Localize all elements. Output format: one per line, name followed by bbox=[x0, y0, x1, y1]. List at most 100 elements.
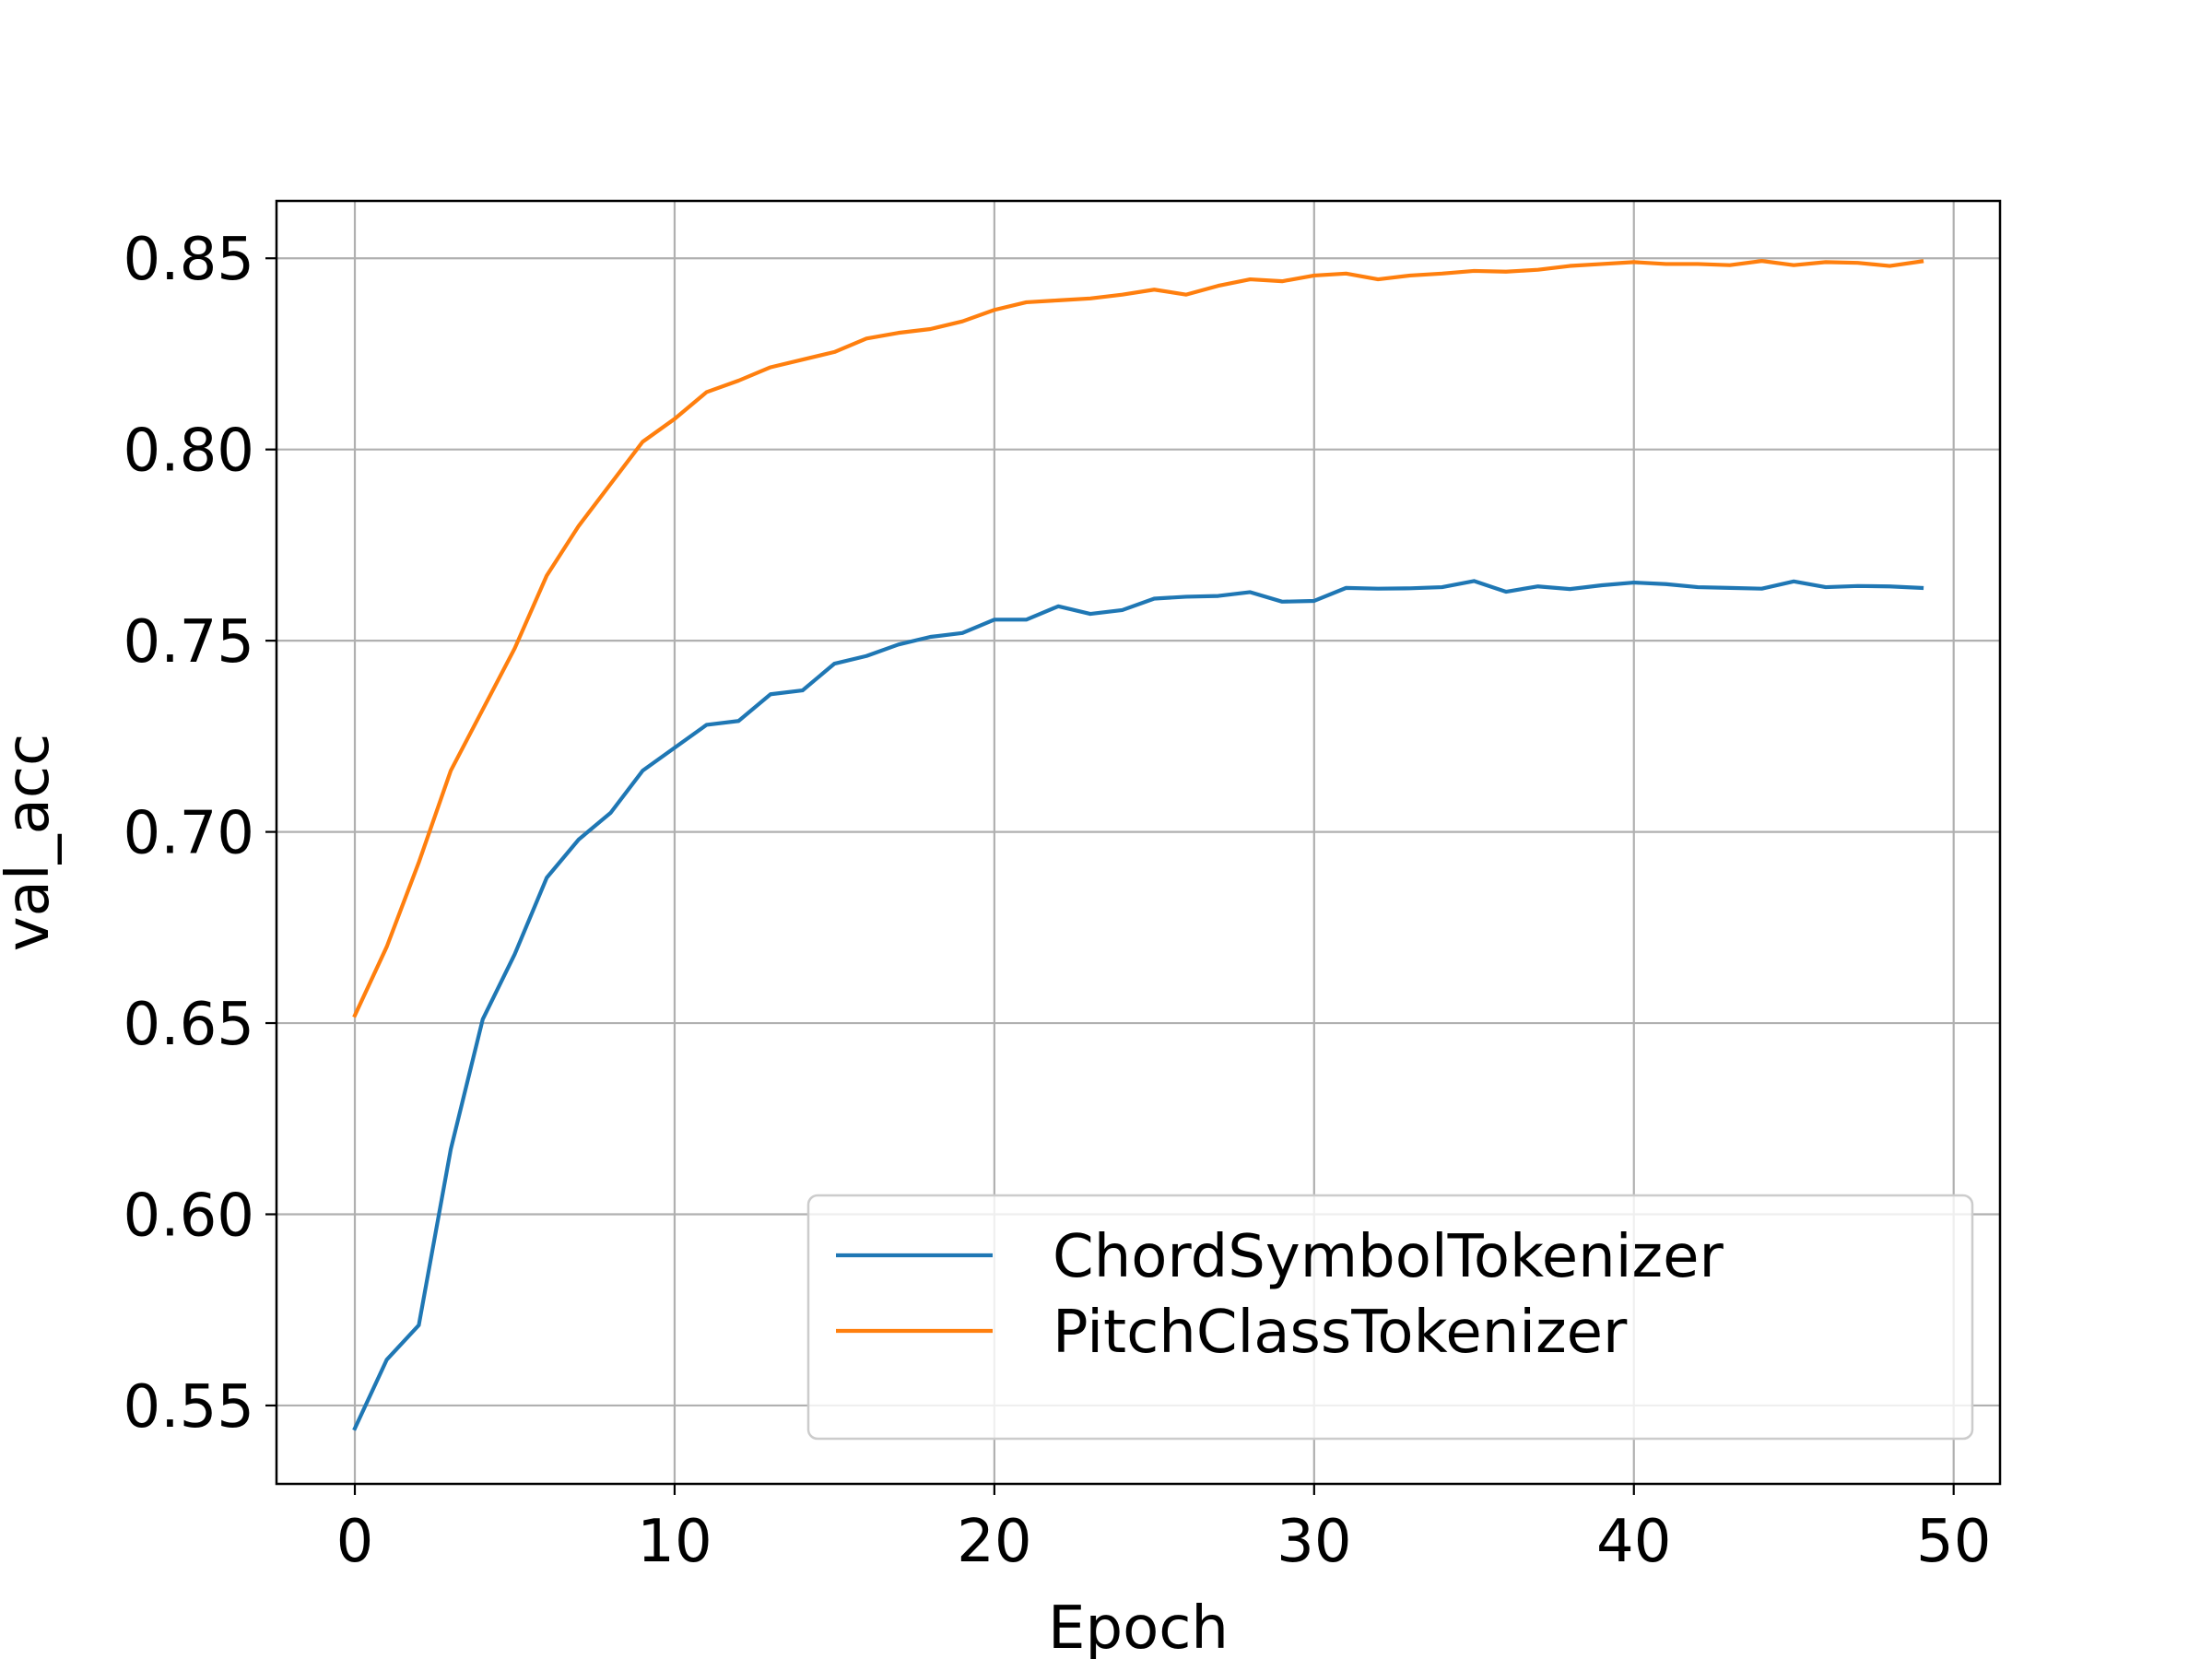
data-point bbox=[926, 325, 934, 333]
data-point bbox=[799, 356, 806, 363]
x-tick-label: 30 bbox=[1277, 1508, 1351, 1576]
data-point bbox=[575, 523, 582, 530]
data-point bbox=[1630, 579, 1638, 586]
data-point bbox=[607, 809, 615, 817]
data-point bbox=[1374, 276, 1382, 283]
data-point bbox=[1246, 588, 1253, 595]
data-point bbox=[1054, 603, 1062, 610]
data-point bbox=[1630, 258, 1638, 265]
data-point bbox=[383, 943, 391, 950]
data-point bbox=[735, 377, 742, 384]
y-tick-label: 0.75 bbox=[124, 608, 255, 677]
data-point bbox=[671, 744, 678, 751]
data-point bbox=[1502, 588, 1510, 595]
data-point bbox=[1406, 272, 1414, 279]
legend-box bbox=[806, 1194, 1974, 1441]
data-point bbox=[1406, 584, 1414, 592]
data-point bbox=[895, 641, 902, 648]
data-point bbox=[703, 721, 711, 728]
data-point bbox=[671, 415, 678, 422]
data-point bbox=[1726, 262, 1734, 269]
series-line-pitchclasstokenizer bbox=[352, 259, 1924, 1018]
data-point bbox=[926, 633, 934, 641]
data-point bbox=[959, 318, 966, 325]
data-point bbox=[1694, 583, 1701, 591]
data-point bbox=[1278, 598, 1286, 606]
data-point bbox=[607, 480, 615, 488]
data-point bbox=[639, 767, 646, 774]
data-point bbox=[1566, 585, 1573, 593]
tick-labels: 0 10 20 30 40 50 0.55 0.60 0.65 0.70 0.75 0.80 0.85 bbox=[124, 226, 1992, 1576]
data-point bbox=[1726, 584, 1734, 592]
data-point bbox=[1087, 610, 1094, 618]
data-point bbox=[1886, 582, 1893, 590]
data-point bbox=[767, 690, 774, 698]
series-line-chordsymboltokenizer bbox=[352, 579, 1924, 1431]
data-point bbox=[1759, 257, 1766, 265]
y-tick-label: 0.70 bbox=[124, 800, 255, 868]
data-point bbox=[1854, 582, 1862, 590]
data-point bbox=[1694, 260, 1701, 267]
grid-lines bbox=[276, 201, 2000, 1484]
data-point bbox=[1150, 286, 1158, 293]
data-point bbox=[1790, 262, 1797, 269]
data-point bbox=[1246, 276, 1253, 283]
data-point bbox=[1311, 272, 1318, 279]
data-point bbox=[1439, 270, 1446, 277]
data-point bbox=[1854, 259, 1862, 266]
data-point bbox=[479, 1016, 487, 1023]
axis-ticks bbox=[265, 257, 1955, 1495]
data-point bbox=[1023, 616, 1030, 623]
x-tick-label: 40 bbox=[1596, 1508, 1671, 1576]
data-point bbox=[447, 1146, 454, 1153]
y-tick-label: 0.80 bbox=[124, 418, 255, 486]
data-point bbox=[830, 348, 838, 356]
data-point bbox=[543, 572, 550, 580]
data-point bbox=[1119, 291, 1126, 299]
data-point bbox=[1182, 291, 1190, 299]
data-point bbox=[830, 660, 838, 667]
data-point bbox=[1278, 277, 1286, 285]
y-tick-label: 0.85 bbox=[124, 226, 255, 294]
data-point bbox=[799, 687, 806, 694]
data-point bbox=[1311, 597, 1318, 605]
data-point bbox=[1535, 266, 1542, 274]
data-point bbox=[415, 1322, 422, 1329]
data-point bbox=[543, 874, 550, 881]
data-point bbox=[991, 616, 998, 623]
x-tick-label: 0 bbox=[336, 1508, 374, 1576]
data-point bbox=[1790, 578, 1797, 585]
data-point bbox=[1343, 270, 1350, 277]
data-point bbox=[447, 767, 454, 774]
data-point bbox=[735, 717, 742, 724]
data-point bbox=[1886, 263, 1893, 270]
data-point bbox=[1598, 582, 1606, 589]
data-point bbox=[1087, 295, 1094, 302]
data-point bbox=[1182, 593, 1190, 600]
data-point bbox=[863, 335, 870, 342]
data-point bbox=[1822, 258, 1830, 265]
data-point bbox=[383, 1356, 391, 1363]
data-point bbox=[639, 438, 646, 445]
data-point bbox=[511, 644, 518, 652]
data-point bbox=[1054, 297, 1062, 304]
data-point bbox=[895, 329, 902, 336]
data-point bbox=[1662, 581, 1669, 588]
data-point bbox=[415, 859, 422, 866]
data-point bbox=[1759, 585, 1766, 593]
legend-label: ChordSymbolTokenizer bbox=[1053, 1223, 1724, 1291]
data-point bbox=[1918, 584, 1925, 592]
data-point bbox=[703, 388, 711, 395]
data-point bbox=[959, 629, 966, 637]
data-point bbox=[1343, 584, 1350, 592]
data-point bbox=[351, 1012, 359, 1019]
y-tick-label: 0.60 bbox=[124, 1182, 255, 1250]
data-point bbox=[1662, 260, 1669, 267]
data-point bbox=[1822, 583, 1830, 591]
data-point bbox=[991, 306, 998, 313]
data-point bbox=[1119, 606, 1126, 614]
data-point bbox=[1023, 299, 1030, 306]
data-point bbox=[1566, 263, 1573, 270]
data-point bbox=[1150, 594, 1158, 602]
